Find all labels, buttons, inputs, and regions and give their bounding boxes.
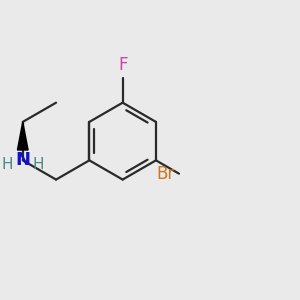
Text: N: N (15, 151, 30, 169)
Polygon shape (17, 122, 28, 150)
Text: H: H (2, 157, 13, 172)
Text: F: F (118, 56, 128, 74)
Text: Br: Br (156, 165, 175, 183)
Text: H: H (32, 157, 44, 172)
